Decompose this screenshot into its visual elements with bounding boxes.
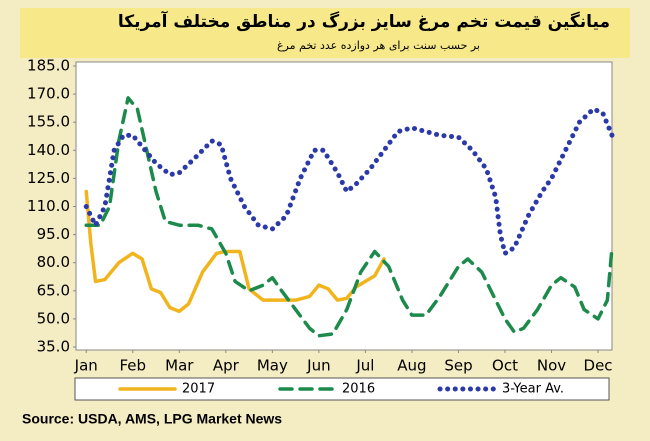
y-tick-label: 65.0: [37, 281, 70, 299]
x-tick-label: Oct: [492, 357, 518, 375]
x-tick-label: Nov: [537, 357, 566, 375]
y-tick-label: 170.0: [27, 85, 70, 103]
x-tick-label: May: [257, 357, 288, 375]
x-tick-label: Jul: [355, 357, 374, 375]
legend-label: 2016: [342, 382, 375, 397]
legend: [74, 377, 610, 401]
x-tick-label: Jan: [74, 357, 98, 375]
chart-subtitle: بر حسب سنت برای هر دوازده عدد تخم مرغ: [277, 39, 480, 52]
legend-label: 2017: [182, 382, 215, 397]
series-line: [84, 96, 614, 338]
x-tick-label: Aug: [397, 357, 426, 375]
x-tick-label: Dec: [584, 357, 613, 375]
title-band: [20, 8, 630, 58]
y-tick-label: 125.0: [27, 169, 70, 187]
y-tick-label: 140.0: [27, 141, 70, 159]
y-tick-label: 155.0: [27, 113, 70, 131]
x-tick-label: Sep: [444, 357, 472, 375]
x-tick-label: Jun: [306, 357, 330, 375]
x-tick-label: Mar: [165, 357, 194, 375]
y-tick-label: 50.0: [37, 309, 70, 327]
legend-label: 3-Year Av.: [502, 382, 564, 397]
plot-area: [75, 61, 613, 351]
series-line: [83, 106, 615, 256]
x-tick-label: Apr: [213, 357, 240, 375]
chart-title: میانگین قیمت تخم مرغ سایز بزرگ در مناطق …: [118, 10, 610, 32]
y-tick-label: 80.0: [37, 253, 70, 271]
y-tick-label: 35.0: [37, 338, 70, 356]
y-tick-label: 110.0: [27, 197, 70, 215]
x-tick-label: Feb: [119, 357, 146, 375]
y-tick-label: 95.0: [37, 225, 70, 243]
source: Source: USDA, AMS, LPG Market News: [22, 411, 282, 427]
y-tick-label: 185.0: [27, 57, 70, 75]
